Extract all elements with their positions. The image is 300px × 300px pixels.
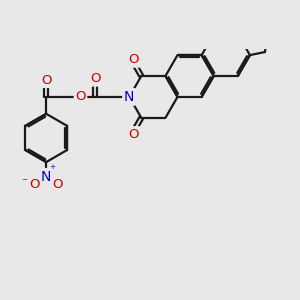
Text: O: O [52,178,63,191]
Text: $^+$: $^+$ [48,164,57,174]
Text: O: O [29,178,40,191]
Text: O: O [128,128,139,141]
Text: O: O [90,72,101,85]
Text: O: O [75,90,86,104]
Text: N: N [124,90,134,104]
Text: N: N [124,90,134,104]
Text: O: O [41,74,52,86]
Text: $^-$: $^-$ [20,177,28,187]
Text: N: N [41,169,51,184]
Text: O: O [128,53,139,66]
